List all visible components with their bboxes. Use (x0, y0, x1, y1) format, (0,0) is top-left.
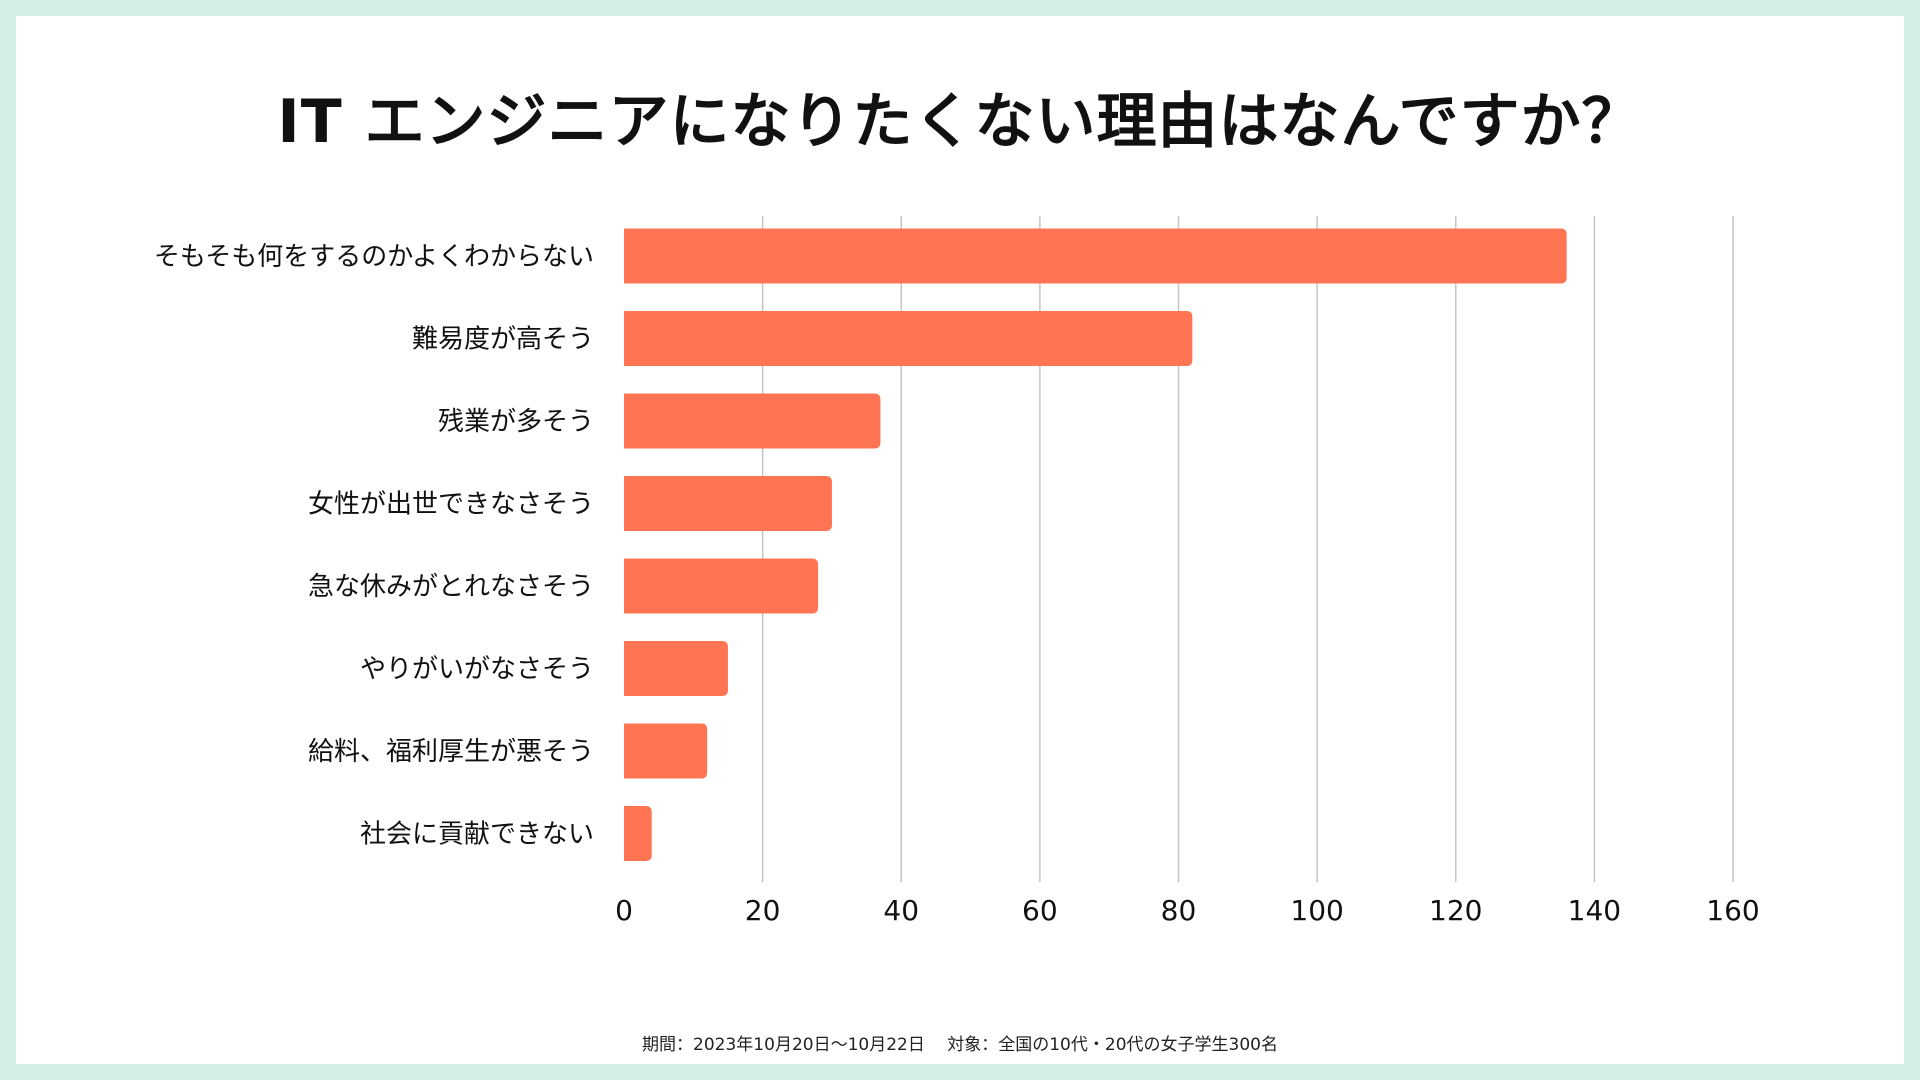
bar (624, 393, 881, 449)
survey-footnote: 期間：2023年10月20日〜10月22日 対象：全国の10代・20代の女子学生… (642, 1035, 1278, 1055)
bar (624, 476, 832, 531)
chart-card: IT エンジニアになりたくない理由はなんですか？ 0 20 40 60 80 100 120… (16, 16, 1904, 1064)
bar-chart: 0 20 40 60 80 100 120 140 160 そもそも何をするのかよくわからない難易… (154, 216, 1760, 927)
category-label: 社会に貢献できない (360, 820, 594, 850)
category-label: やりがいがなさそう (360, 655, 594, 685)
x-tick-label: 60 (1022, 894, 1058, 927)
bar (624, 806, 652, 861)
bar (624, 311, 1193, 366)
category-label: 残業が多そう (438, 407, 594, 437)
x-tick-label: 80 (1161, 894, 1197, 927)
x-tick-label: 0 (615, 894, 633, 927)
x-tick-label: 160 (1706, 894, 1759, 927)
category-label: そもそも何をするのかよくわからない (154, 242, 594, 272)
x-tick-label: 140 (1568, 894, 1621, 927)
bar (624, 641, 728, 696)
x-tick-label: 20 (745, 894, 781, 927)
bar (624, 723, 708, 779)
category-label: 難易度が高そう (412, 325, 594, 355)
x-tick-label: 120 (1429, 894, 1482, 927)
chart-title: IT エンジニアになりたくない理由はなんですか？ (277, 87, 1643, 157)
bar (624, 558, 819, 614)
x-tick-label: 40 (883, 894, 919, 927)
bar (624, 228, 1567, 284)
category-label: 女性が出世できなさそう (308, 490, 594, 520)
category-label: 給料、福利厚生が悪そう (308, 737, 594, 767)
x-tick-label: 100 (1290, 894, 1343, 927)
category-label: 急な休みがとれなさそう (308, 572, 594, 602)
